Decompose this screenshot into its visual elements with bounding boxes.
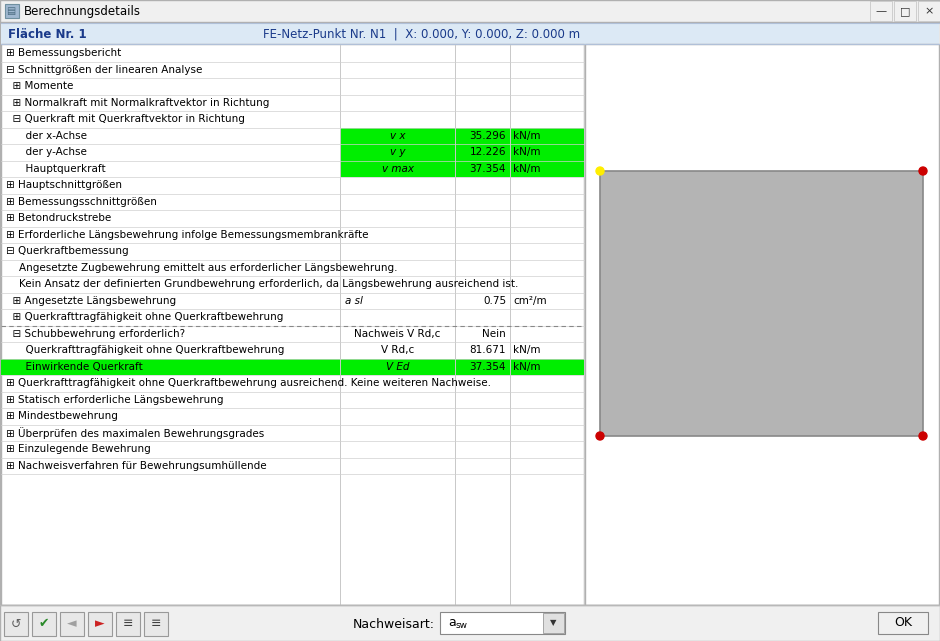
Bar: [440, 612, 565, 634]
Text: ▤: ▤: [6, 6, 15, 16]
Text: Querkrafttragfähigkeit ohne Querkraftbewehrung: Querkrafttragfähigkeit ohne Querkraftbew…: [6, 345, 285, 355]
Bar: [918, 1, 940, 21]
Text: —: —: [875, 6, 886, 16]
Bar: [340, 144, 584, 160]
Text: der y-Achse: der y-Achse: [6, 147, 86, 157]
Text: ⊞ Hauptschnittgrößen: ⊞ Hauptschnittgrößen: [6, 180, 122, 190]
Bar: [144, 612, 168, 636]
Text: ⊞ Angesetzte Längsbewehrung: ⊞ Angesetzte Längsbewehrung: [6, 296, 176, 306]
Text: 12.226: 12.226: [469, 147, 506, 157]
Text: der x-Achse: der x-Achse: [6, 131, 87, 141]
Text: 0.75: 0.75: [483, 296, 506, 306]
Bar: [4, 612, 28, 636]
Text: 37.354: 37.354: [469, 362, 506, 372]
Text: Nachweis V Rd,c: Nachweis V Rd,c: [354, 329, 441, 338]
Bar: [60, 612, 84, 636]
Text: ⊞ Nachweisverfahren für Bewehrungsumhüllende: ⊞ Nachweisverfahren für Bewehrungsumhüll…: [6, 461, 267, 470]
Text: OK: OK: [894, 617, 912, 629]
Text: ⊞ Betondruckstrebe: ⊞ Betondruckstrebe: [6, 213, 111, 223]
Text: ◄: ◄: [67, 617, 77, 631]
Text: a: a: [448, 617, 456, 629]
Bar: [88, 612, 112, 636]
Text: ⊞ Bemessungsbericht: ⊞ Bemessungsbericht: [6, 48, 121, 58]
Text: kN/m: kN/m: [513, 345, 540, 355]
Text: ⊟ Schubbewehrung erforderlich?: ⊟ Schubbewehrung erforderlich?: [6, 329, 185, 338]
Text: ⊞ Normalkraft mit Normalkraftvektor in Richtung: ⊞ Normalkraft mit Normalkraftvektor in R…: [6, 97, 270, 108]
Text: ⊞ Statisch erforderliche Längsbewehrung: ⊞ Statisch erforderliche Längsbewehrung: [6, 395, 224, 404]
Text: v x: v x: [390, 131, 405, 141]
Text: ⊞ Überprüfen des maximalen Bewehrungsgrades: ⊞ Überprüfen des maximalen Bewehrungsgra…: [6, 427, 264, 438]
Text: ⊟ Schnittgrößen der linearen Analyse: ⊟ Schnittgrößen der linearen Analyse: [6, 65, 202, 75]
Bar: [600, 171, 923, 436]
Bar: [1, 358, 584, 375]
Text: ⊞ Mindestbewehrung: ⊞ Mindestbewehrung: [6, 412, 118, 421]
Bar: [0, 605, 940, 641]
Text: FE-Netz-Punkt Nr. N1  |  X: 0.000, Y: 0.000, Z: 0.000 m: FE-Netz-Punkt Nr. N1 | X: 0.000, Y: 0.00…: [263, 28, 580, 40]
Text: ⊞ Einzulegende Bewehrung: ⊞ Einzulegende Bewehrung: [6, 444, 150, 454]
Bar: [340, 128, 584, 144]
Text: Fläche Nr. 1: Fläche Nr. 1: [8, 28, 86, 40]
Text: Berechnungsdetails: Berechnungsdetails: [24, 4, 141, 17]
Text: kN/m: kN/m: [513, 163, 540, 174]
Text: v y: v y: [390, 147, 405, 157]
Bar: [1, 44, 584, 605]
Bar: [0, 0, 940, 22]
Text: ⊞ Bemessungsschnittgrößen: ⊞ Bemessungsschnittgrößen: [6, 197, 157, 207]
Text: Hauptquerkraft: Hauptquerkraft: [6, 163, 105, 174]
Text: ✔: ✔: [39, 617, 49, 631]
Bar: [5, 4, 19, 18]
Text: 81.671: 81.671: [469, 345, 506, 355]
Text: cm²/m: cm²/m: [513, 296, 547, 306]
Circle shape: [596, 432, 604, 440]
Bar: [1, 23, 939, 44]
Text: ⊞ Querkrafttragfähigkeit ohne Querkraftbewehrung ausreichend. Keine weiteren Nac: ⊞ Querkrafttragfähigkeit ohne Querkraftb…: [6, 378, 491, 388]
Text: sw: sw: [456, 622, 468, 631]
Bar: [894, 1, 916, 21]
Text: □: □: [900, 6, 910, 16]
Text: ►: ►: [95, 617, 105, 631]
Text: Angesetzte Zugbewehrung emittelt aus erforderlicher Längsbewehrung.: Angesetzte Zugbewehrung emittelt aus erf…: [6, 263, 398, 273]
Circle shape: [919, 432, 927, 440]
Circle shape: [596, 167, 604, 175]
Text: 35.296: 35.296: [469, 131, 506, 141]
Text: ⊞ Erforderliche Längsbewehrung infolge Bemessungsmembrankräfte: ⊞ Erforderliche Längsbewehrung infolge B…: [6, 229, 368, 240]
Text: V Rd,c: V Rd,c: [381, 345, 415, 355]
Text: ↺: ↺: [10, 617, 22, 631]
Text: v max: v max: [382, 163, 414, 174]
Text: kN/m: kN/m: [513, 131, 540, 141]
Text: ≡: ≡: [123, 617, 133, 631]
Text: ⊟ Querkraft mit Querkraftvektor in Richtung: ⊟ Querkraft mit Querkraftvektor in Richt…: [6, 114, 245, 124]
Text: Nein: Nein: [482, 329, 506, 338]
Bar: [870, 1, 892, 21]
Bar: [878, 612, 928, 634]
Circle shape: [919, 167, 927, 175]
Text: ⊟ Querkraftbemessung: ⊟ Querkraftbemessung: [6, 246, 129, 256]
Bar: [585, 44, 939, 605]
Text: ⊞ Momente: ⊞ Momente: [6, 81, 73, 91]
Bar: [543, 613, 564, 633]
Text: Kein Ansatz der definierten Grundbewehrung erforderlich, da Längsbewehrung ausre: Kein Ansatz der definierten Grundbewehru…: [6, 279, 518, 289]
Bar: [340, 160, 584, 177]
Text: kN/m: kN/m: [513, 147, 540, 157]
Text: ×: ×: [924, 6, 933, 16]
Text: ▼: ▼: [550, 619, 556, 628]
Text: ≡: ≡: [150, 617, 162, 631]
Text: ⊞ Querkrafttragfähigkeit ohne Querkraftbewehrung: ⊞ Querkrafttragfähigkeit ohne Querkraftb…: [6, 312, 283, 322]
Text: 37.354: 37.354: [469, 163, 506, 174]
Text: Nachweisart:: Nachweisart:: [353, 617, 435, 631]
Text: Einwirkende Querkraft: Einwirkende Querkraft: [6, 362, 143, 372]
Bar: [32, 612, 56, 636]
Text: V Ed: V Ed: [385, 362, 409, 372]
Bar: [116, 612, 140, 636]
Text: kN/m: kN/m: [513, 362, 540, 372]
Text: a sl: a sl: [345, 296, 363, 306]
